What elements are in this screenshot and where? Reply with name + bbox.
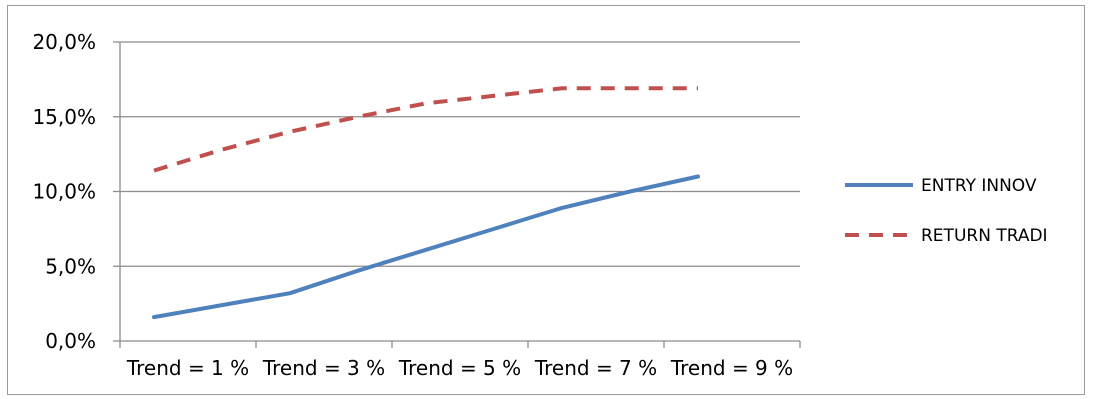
legend: ENTRY INNOV RETURN TRADI	[845, 176, 1048, 246]
y-tick-label: 10,0%	[32, 180, 96, 204]
x-tick-labels: Trend = 1 % Trend = 3 % Trend = 5 % Trend =…	[126, 356, 793, 380]
series-lines	[152, 86, 700, 320]
gridlines	[120, 41, 800, 267]
y-tick-label: 15,0%	[32, 105, 96, 129]
series-line-entry-innov	[152, 174, 700, 320]
x-tick-label: Trend = 7 %	[534, 356, 657, 380]
x-tick-label: Trend = 3 %	[262, 356, 385, 380]
chart-frame	[7, 5, 1085, 395]
x-tick-label: Trend = 5 %	[398, 356, 521, 380]
series-line-return-tradi	[153, 86, 698, 173]
axes	[113, 41, 801, 348]
x-tick-label: Trend = 9 %	[670, 356, 793, 380]
legend-label: ENTRY INNOV	[921, 176, 1037, 196]
y-tick-label: 5,0%	[45, 254, 96, 278]
legend-label: RETURN TRADI	[921, 226, 1048, 246]
y-tick-label: 20,0%	[32, 30, 96, 54]
x-tick-label: Trend = 1 %	[126, 356, 249, 380]
y-tick-labels: 0,0% 5,0% 10,0% 15,0% 20,0%	[32, 30, 96, 353]
y-tick-label: 0,0%	[45, 329, 96, 353]
